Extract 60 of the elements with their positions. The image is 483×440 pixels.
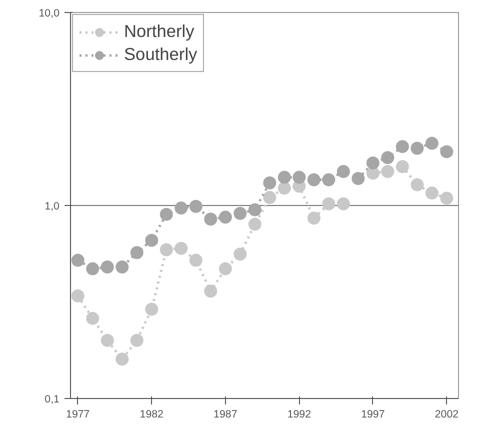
point <box>278 182 291 195</box>
point <box>116 352 129 366</box>
y-tick-label: 1,0 <box>44 200 60 212</box>
point <box>130 246 144 260</box>
point <box>189 254 202 267</box>
point <box>218 210 232 224</box>
point <box>100 334 114 347</box>
point <box>248 203 262 216</box>
point <box>86 262 100 276</box>
x-tick-label: 1982 <box>140 408 164 420</box>
point <box>396 160 409 174</box>
point <box>204 212 218 226</box>
point <box>145 234 158 247</box>
point <box>381 151 394 164</box>
point <box>307 173 320 186</box>
point <box>145 302 158 316</box>
legend-label: Southerly <box>124 44 198 65</box>
point <box>100 260 114 274</box>
point <box>160 243 173 256</box>
point <box>307 212 320 225</box>
point <box>248 218 262 231</box>
point <box>234 248 247 261</box>
point <box>440 192 454 205</box>
y-tick-label: 10,0 <box>38 8 60 20</box>
point <box>263 176 276 190</box>
legend-label: Northerly <box>124 21 194 42</box>
point <box>336 197 350 210</box>
point <box>86 312 100 325</box>
point <box>381 165 394 178</box>
point <box>204 284 218 298</box>
point <box>130 334 144 347</box>
point <box>218 262 232 276</box>
point <box>263 191 276 204</box>
point <box>425 186 438 200</box>
point <box>278 170 291 184</box>
point <box>322 173 336 186</box>
point <box>396 140 409 154</box>
point <box>160 208 173 221</box>
point <box>410 142 424 155</box>
x-tick-label: 1977 <box>66 408 90 420</box>
point <box>189 200 202 213</box>
point <box>174 202 188 215</box>
point <box>336 165 350 178</box>
point <box>174 242 188 255</box>
point <box>71 254 84 267</box>
point <box>352 172 365 185</box>
point <box>425 136 438 150</box>
point <box>116 260 129 274</box>
point <box>366 156 380 170</box>
point <box>410 178 424 192</box>
x-tick-label: 2002 <box>434 408 459 420</box>
x-tick-label: 1992 <box>287 408 312 420</box>
x-tick-label: 1997 <box>361 408 385 420</box>
y-tick-label: 0,1 <box>44 394 60 406</box>
point <box>71 289 84 302</box>
point <box>234 206 247 220</box>
x-tick-label: 1987 <box>214 408 238 420</box>
point <box>292 170 306 184</box>
point <box>322 197 336 210</box>
point <box>440 145 454 158</box>
